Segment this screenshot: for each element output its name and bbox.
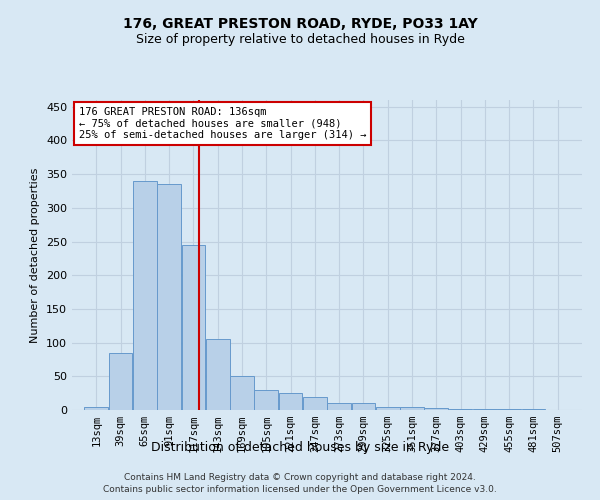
Text: Contains HM Land Registry data © Crown copyright and database right 2024.: Contains HM Land Registry data © Crown c… — [124, 473, 476, 482]
Bar — [278, 393, 302, 410]
Bar — [230, 376, 254, 410]
Bar — [303, 396, 327, 410]
Bar — [424, 408, 448, 410]
Bar — [133, 181, 157, 410]
Bar — [85, 406, 108, 410]
Text: 176 GREAT PRESTON ROAD: 136sqm
← 75% of detached houses are smaller (948)
25% of: 176 GREAT PRESTON ROAD: 136sqm ← 75% of … — [79, 106, 366, 140]
Bar — [206, 339, 230, 410]
Y-axis label: Number of detached properties: Number of detached properties — [31, 168, 40, 342]
Bar — [182, 245, 205, 410]
Bar — [376, 406, 400, 410]
Text: Contains public sector information licensed under the Open Government Licence v3: Contains public sector information licen… — [103, 486, 497, 494]
Text: 176, GREAT PRESTON ROAD, RYDE, PO33 1AY: 176, GREAT PRESTON ROAD, RYDE, PO33 1AY — [122, 18, 478, 32]
Bar — [157, 184, 181, 410]
Bar — [327, 404, 351, 410]
Bar — [254, 390, 278, 410]
Text: Distribution of detached houses by size in Ryde: Distribution of detached houses by size … — [151, 441, 449, 454]
Text: Size of property relative to detached houses in Ryde: Size of property relative to detached ho… — [136, 32, 464, 46]
Bar — [109, 352, 133, 410]
Bar — [352, 404, 376, 410]
Bar — [400, 406, 424, 410]
